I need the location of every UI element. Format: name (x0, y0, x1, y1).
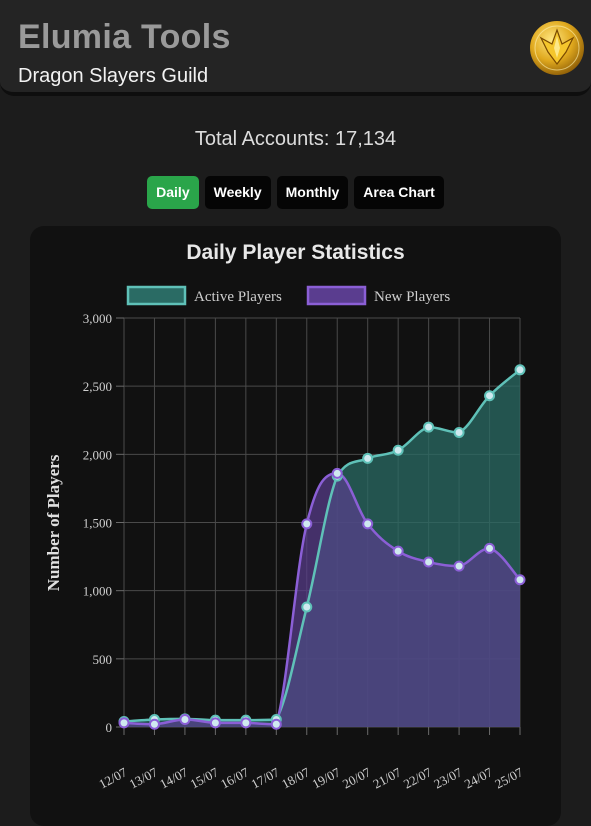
x-tick-label: 22/07 (401, 764, 435, 791)
data-point-active[interactable] (484, 390, 496, 402)
data-point-new[interactable] (301, 518, 313, 530)
x-tick-label: 25/07 (492, 764, 526, 791)
data-point-new[interactable] (118, 717, 130, 729)
data-point-new[interactable] (423, 556, 435, 568)
x-tick-label: 20/07 (340, 764, 374, 791)
x-tick-label: 18/07 (279, 764, 313, 791)
data-point-new[interactable] (331, 467, 343, 479)
legend-item-new[interactable]: New Players (306, 285, 450, 306)
chart-card: Daily Player Statistics Active Players N… (30, 226, 561, 826)
data-point-new[interactable] (362, 518, 374, 530)
area-fill-new (124, 473, 520, 727)
period-tabs: Daily Weekly Monthly Area Chart (0, 176, 591, 209)
x-tick-label: 23/07 (431, 764, 465, 791)
y-axis-label: Number of Players (44, 454, 63, 591)
data-point-new[interactable] (148, 718, 160, 730)
series-points (118, 364, 526, 730)
data-point-active[interactable] (301, 601, 313, 613)
x-tick-label: 21/07 (370, 764, 404, 791)
app-header: Elumia Tools Dragon Slayers Guild (0, 0, 591, 96)
data-point-new[interactable] (392, 545, 404, 557)
x-tick-label: 16/07 (218, 764, 252, 791)
data-point-new[interactable] (484, 542, 496, 554)
y-tick-label: 500 (93, 652, 113, 667)
data-point-active[interactable] (362, 452, 374, 464)
data-point-active[interactable] (514, 364, 526, 376)
y-tick-label: 1,500 (83, 516, 112, 531)
tab-daily[interactable]: Daily (147, 176, 199, 209)
y-tick-label: 1,000 (83, 584, 112, 599)
player-statistics-chart: Daily Player Statistics Active Players N… (44, 241, 526, 792)
legend-swatch-active (126, 285, 187, 306)
data-point-new[interactable] (453, 560, 465, 572)
data-point-new[interactable] (209, 717, 221, 729)
guild-name: Dragon Slayers Guild (18, 65, 209, 87)
x-tick-label: 24/07 (462, 764, 496, 791)
data-point-new[interactable] (514, 574, 526, 586)
data-point-new[interactable] (179, 714, 191, 726)
legend-label-new: New Players (374, 289, 450, 305)
gold-crest-logo-icon[interactable] (529, 20, 585, 76)
legend-item-active[interactable]: Active Players (126, 285, 282, 306)
data-point-active[interactable] (392, 444, 404, 456)
tab-monthly[interactable]: Monthly (276, 176, 349, 209)
x-tick-label: 13/07 (127, 764, 161, 791)
x-tick-label: 12/07 (96, 764, 130, 791)
data-point-active[interactable] (423, 421, 435, 433)
tab-weekly[interactable]: Weekly (204, 176, 271, 209)
y-axis: 0 500 1,000 1,500 2,000 2,500 3,000 (83, 311, 124, 735)
series-areas (123, 368, 521, 727)
legend-swatch-new (306, 285, 367, 306)
app-title: Elumia Tools (18, 18, 231, 56)
series-line-new (123, 472, 521, 726)
tab-area-chart[interactable]: Area Chart (354, 176, 444, 209)
y-tick-label: 2,000 (83, 447, 112, 462)
y-tick-label: 0 (106, 720, 113, 735)
x-tick-label: 19/07 (309, 764, 343, 791)
chart-title: Daily Player Statistics (186, 241, 404, 264)
y-tick-label: 3,000 (83, 311, 112, 326)
total-accounts: Total Accounts: 17,134 (194, 128, 397, 150)
x-tick-label: 14/07 (157, 764, 191, 791)
y-tick-label: 2,500 (83, 379, 112, 394)
legend-label-active: Active Players (194, 289, 282, 305)
data-point-active[interactable] (453, 427, 465, 439)
data-point-new[interactable] (270, 718, 282, 730)
legend: Active Players New Players (126, 285, 450, 306)
x-tick-label: 15/07 (188, 764, 222, 791)
data-point-new[interactable] (240, 717, 252, 729)
x-tick-label: 17/07 (249, 764, 283, 791)
x-axis: 12/0713/0714/0715/0716/0717/0718/0719/07… (96, 727, 526, 792)
